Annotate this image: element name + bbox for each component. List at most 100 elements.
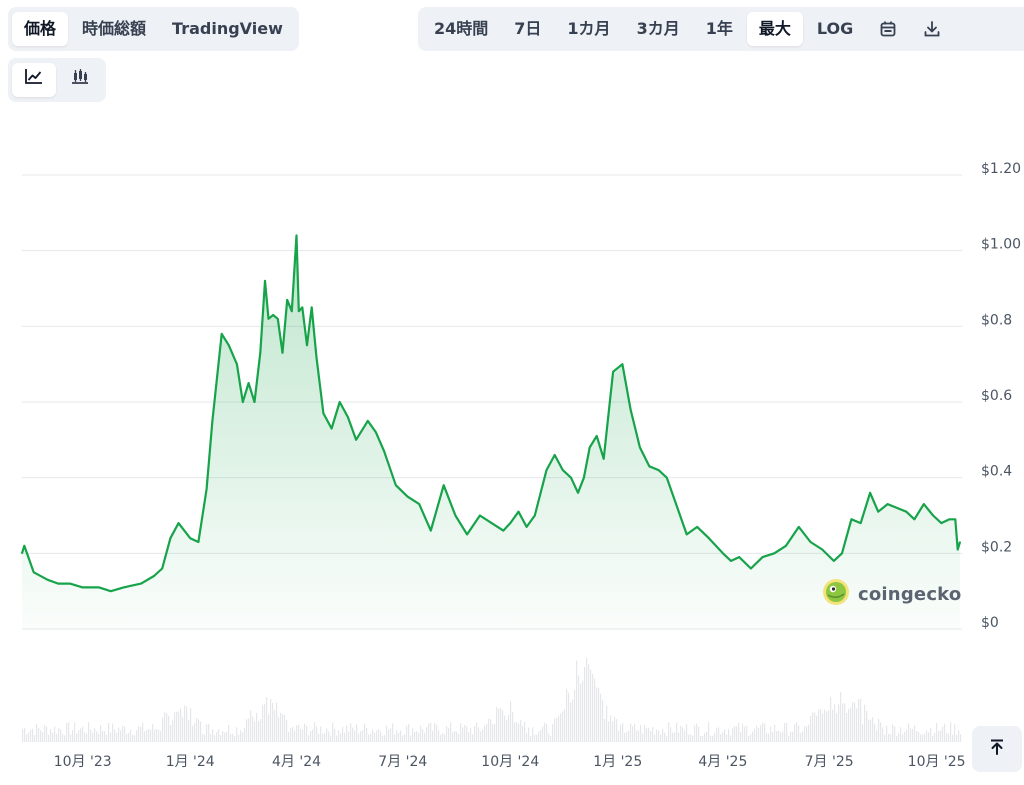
log-scale-button[interactable]: LOG <box>816 19 854 38</box>
volume-bar <box>592 674 594 742</box>
price-point <box>534 514 536 517</box>
price-point <box>648 465 651 468</box>
volume-bar <box>252 716 254 742</box>
volume-bar <box>408 724 410 742</box>
volume-bar <box>682 727 684 742</box>
volume-bar <box>214 735 216 742</box>
volume-bar <box>600 693 602 742</box>
volume-bar <box>936 722 938 742</box>
volume-bar <box>716 728 718 742</box>
volume-bar <box>908 723 910 742</box>
price-point <box>197 541 200 543</box>
volume-bar <box>36 723 38 742</box>
volume-bar <box>554 718 556 742</box>
y-tick-label: $0.6 <box>981 388 1012 404</box>
tab-tradingview[interactable]: TradingView <box>172 19 283 38</box>
volume-bar <box>790 731 792 742</box>
range-3m-button[interactable]: 3カ月 <box>636 19 680 38</box>
volume-bar <box>588 664 590 742</box>
volume-bar <box>416 731 418 742</box>
volume-bar <box>474 726 476 742</box>
volume-bar <box>292 726 294 742</box>
volume-bar <box>526 732 528 742</box>
volume-bar <box>512 711 514 742</box>
volume-bar <box>402 735 404 742</box>
price-point <box>959 541 961 543</box>
volume-bar <box>842 703 844 742</box>
download-button[interactable] <box>911 12 953 46</box>
volume-bar <box>470 727 472 742</box>
volume-bar <box>658 730 660 742</box>
volume-bar <box>240 730 242 742</box>
volume-bar <box>370 733 372 742</box>
volume-bar <box>450 722 452 742</box>
tab-price[interactable]: 価格 <box>12 12 69 46</box>
volume-bar <box>144 731 146 742</box>
price-point <box>913 518 916 521</box>
line-chart-button[interactable] <box>12 63 56 97</box>
volume-bar <box>264 704 266 742</box>
price-point <box>205 488 208 490</box>
volume-bar <box>146 729 148 742</box>
volume-bar <box>576 660 578 742</box>
volume-bar <box>352 727 354 742</box>
volume-bar <box>530 735 532 742</box>
volume-bar <box>808 724 810 742</box>
volume-bar <box>930 727 932 742</box>
range-1y-button[interactable]: 1年 <box>705 19 733 38</box>
volume-bar <box>186 706 188 742</box>
scroll-to-top-button[interactable] <box>972 726 1022 772</box>
volume-bar <box>810 715 812 742</box>
price-point <box>253 401 256 403</box>
chart-style-toggle <box>8 58 106 102</box>
calendar-button[interactable] <box>867 12 909 46</box>
x-tick-label: 10月 '24 <box>481 754 539 770</box>
volume-bar <box>308 735 310 742</box>
volume-bar <box>652 727 654 742</box>
price-point <box>454 514 457 517</box>
volume-bar <box>30 729 32 742</box>
volume-bar <box>388 729 390 742</box>
price-point <box>315 355 318 358</box>
price-point <box>177 522 180 524</box>
volume-bar <box>612 721 614 742</box>
volume-bar <box>914 725 916 742</box>
volume-bar <box>760 725 762 742</box>
volume-bar <box>542 726 544 742</box>
price-point <box>602 458 605 460</box>
price-point <box>442 484 445 487</box>
volume-bar <box>236 727 238 742</box>
volume-bar <box>118 727 120 742</box>
volume-bar <box>120 730 122 742</box>
volume-bar <box>68 722 70 742</box>
price-point <box>502 529 505 532</box>
price-point <box>675 503 677 505</box>
price-point <box>666 476 668 479</box>
volume-bar <box>258 720 260 742</box>
volume-bar <box>740 731 742 742</box>
volume-bar <box>64 735 66 742</box>
price-point <box>490 522 493 524</box>
volume-bar <box>166 712 168 742</box>
candlestick-chart-button[interactable] <box>58 63 102 97</box>
price-point <box>612 370 614 373</box>
volume-bar <box>202 733 204 742</box>
volume-bar <box>472 734 474 742</box>
range-max-button[interactable]: 最大 <box>746 12 803 46</box>
volume-bar <box>620 724 622 742</box>
volume-bar <box>274 709 276 742</box>
volume-bar <box>904 731 906 742</box>
tab-market-cap[interactable]: 時価総額 <box>82 19 147 38</box>
arrow-up-to-top-icon <box>988 738 1006 760</box>
price-line <box>20 234 962 593</box>
volume-bar <box>570 702 572 742</box>
price-point <box>46 579 49 581</box>
volume-bar <box>42 732 44 742</box>
price-point <box>954 518 957 521</box>
volume-bar <box>32 728 34 742</box>
volume-bar <box>788 735 790 742</box>
range-24h-button[interactable]: 24時間 <box>434 19 489 38</box>
price-point <box>869 492 871 494</box>
range-7d-button[interactable]: 7日 <box>514 19 542 38</box>
range-1m-button[interactable]: 1カ月 <box>567 19 611 38</box>
